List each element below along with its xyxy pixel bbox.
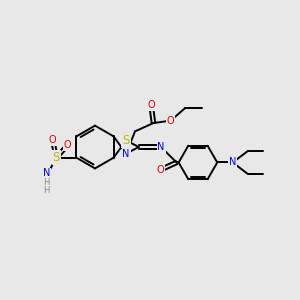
Text: O: O: [156, 165, 164, 175]
Text: N: N: [229, 158, 236, 167]
Text: N: N: [158, 142, 165, 152]
Text: N: N: [122, 148, 130, 159]
Text: N: N: [43, 168, 50, 178]
Text: H: H: [44, 186, 50, 195]
Text: S: S: [122, 134, 130, 147]
Text: H: H: [44, 178, 50, 187]
Text: O: O: [64, 140, 71, 150]
Text: S: S: [52, 151, 60, 164]
Text: O: O: [147, 100, 155, 110]
Text: O: O: [167, 116, 175, 126]
Text: O: O: [49, 136, 56, 146]
